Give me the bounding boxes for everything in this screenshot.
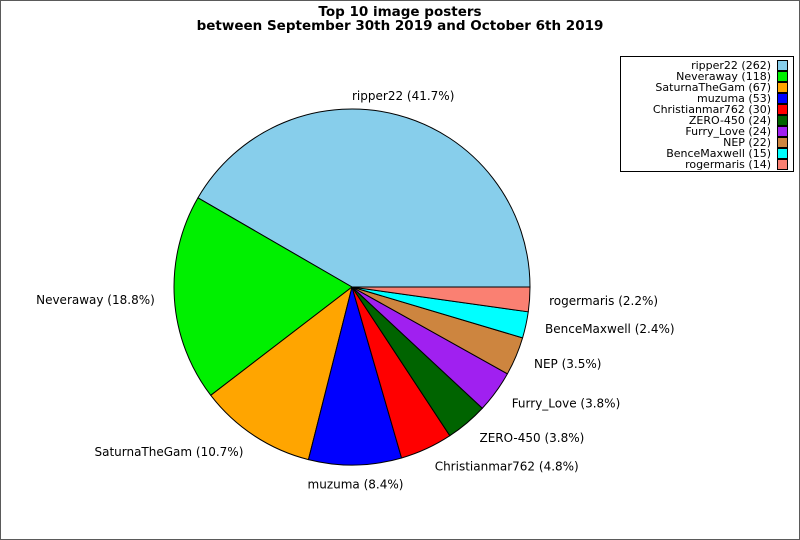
legend-label: Furry_Love (24)	[685, 125, 771, 138]
legend-swatch	[777, 115, 788, 126]
legend-item-NEP: NEP (22)	[625, 137, 788, 148]
pie-slice-rogermaris	[351, 286, 531, 313]
legend-label: BenceMaxwell (15)	[666, 147, 771, 160]
legend-label: rogermaris (14)	[685, 158, 771, 171]
legend-label: ZERO-450 (24)	[688, 114, 771, 127]
legend-item-Furry_Love: Furry_Love (24)	[625, 126, 788, 137]
legend-swatch	[777, 60, 788, 71]
legend-item-muzuma: muzuma (53)	[625, 93, 788, 104]
legend-item-Christianmar762: Christianmar762 (30)	[625, 104, 788, 115]
pie-slice-ripper22	[197, 108, 531, 288]
legend-item-SaturnaTheGam: SaturnaTheGam (67)	[625, 82, 788, 93]
pie-slice-SaturnaTheGam	[210, 286, 353, 461]
slice-label-ripper22: ripper22 (41.7%)	[352, 89, 454, 103]
slice-label-NEP: NEP (3.5%)	[534, 357, 601, 371]
legend-label: SaturnaTheGam (67)	[655, 81, 771, 94]
legend-item-Neveraway: Neveraway (118)	[625, 71, 788, 82]
slice-label-Furry_Love: Furry_Love (3.8%)	[512, 396, 621, 410]
chart-title-block: Top 10 image posters between September 3…	[1, 5, 799, 33]
chart-title: Top 10 image posters	[318, 4, 482, 20]
slice-label-rogermaris: rogermaris (2.2%)	[549, 294, 658, 308]
slice-label-Christianmar762: Christianmar762 (4.8%)	[435, 459, 579, 473]
pie-slice-muzuma	[307, 286, 403, 466]
chart-subtitle: between September 30th 2019 and October …	[196, 18, 604, 34]
legend-swatch	[777, 71, 788, 82]
legend-label: ripper22 (262)	[691, 59, 771, 72]
legend-item-BenceMaxwell: BenceMaxwell (15)	[625, 148, 788, 159]
legend-label: Neveraway (118)	[676, 70, 771, 83]
legend-label: Christianmar762 (30)	[652, 103, 771, 116]
slice-label-Neveraway: Neveraway (18.8%)	[36, 293, 155, 307]
slice-label-SaturnaTheGam: SaturnaTheGam (10.7%)	[94, 445, 243, 459]
legend-swatch	[777, 104, 788, 115]
legend-item-ZERO-450: ZERO-450 (24)	[625, 115, 788, 126]
legend: ripper22 (262) Neveraway (118) SaturnaTheG…	[620, 56, 794, 172]
legend-swatch	[777, 159, 788, 170]
legend-swatch	[777, 126, 788, 137]
legend-item-ripper22: ripper22 (262)	[625, 60, 788, 71]
legend-label: muzuma (53)	[697, 92, 771, 105]
pie-slice-Neveraway	[173, 197, 353, 396]
legend-swatch	[777, 93, 788, 104]
slice-label-ZERO-450: ZERO-450 (3.8%)	[480, 431, 585, 445]
legend-swatch	[777, 82, 788, 93]
slice-label-muzuma: muzuma (8.4%)	[308, 478, 404, 492]
legend-swatch	[777, 148, 788, 159]
legend-swatch	[777, 137, 788, 148]
slice-label-BenceMaxwell: BenceMaxwell (2.4%)	[545, 322, 675, 336]
legend-label: NEP (22)	[723, 136, 771, 149]
legend-item-rogermaris: rogermaris (14)	[625, 159, 788, 170]
